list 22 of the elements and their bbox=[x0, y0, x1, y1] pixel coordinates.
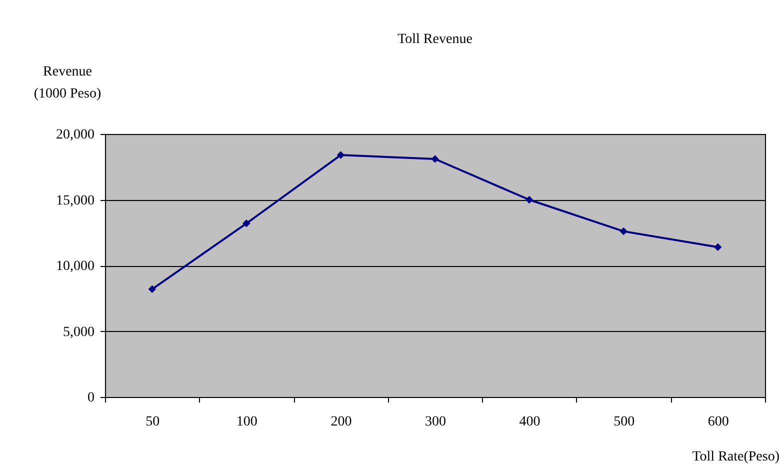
point bbox=[525, 196, 534, 204]
y-axis-title: Revenue (1000 Peso) bbox=[34, 64, 102, 102]
point bbox=[242, 220, 250, 228]
point bbox=[714, 243, 722, 251]
y-tick-label: 10,000 bbox=[56, 259, 94, 274]
x-tick-label: 300 bbox=[425, 414, 446, 430]
x-tick-label: 600 bbox=[708, 414, 729, 430]
x-tick-label: 50 bbox=[146, 414, 160, 430]
point bbox=[148, 285, 156, 294]
point bbox=[336, 151, 345, 159]
point bbox=[431, 155, 439, 163]
chart-title: Toll Revenue bbox=[398, 32, 472, 47]
y-tick-label: 5,000 bbox=[63, 324, 94, 340]
y-tick-label: 15,000 bbox=[56, 193, 94, 208]
x-tick-label: 200 bbox=[330, 414, 352, 430]
y-tick-label: 0 bbox=[88, 390, 94, 406]
x-axis-title: Toll Rate(Peso) bbox=[692, 450, 780, 464]
x-tick-label: 100 bbox=[236, 414, 258, 430]
x-tick-label: 400 bbox=[519, 414, 540, 430]
y-tick-label: 20,000 bbox=[56, 128, 94, 142]
point bbox=[620, 227, 628, 236]
x-tick-label: 500 bbox=[614, 414, 635, 430]
